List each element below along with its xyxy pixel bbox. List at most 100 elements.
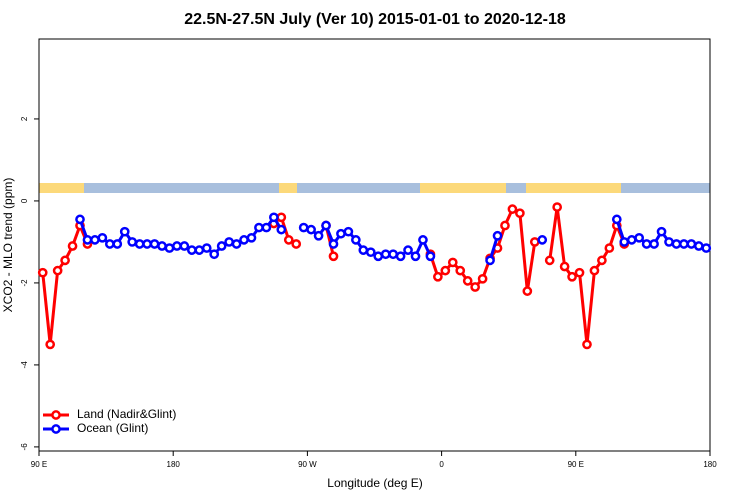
series-point xyxy=(604,243,615,253)
series-point xyxy=(254,222,264,233)
legend: Land (Nadir&Glint)Ocean (Glint) xyxy=(43,407,176,435)
series-point xyxy=(641,239,652,249)
series-point xyxy=(365,247,376,258)
series-point xyxy=(395,251,406,262)
series-point xyxy=(492,230,503,241)
series-point xyxy=(37,267,48,278)
series-point xyxy=(455,265,466,276)
series-point xyxy=(522,286,533,296)
series-point xyxy=(544,255,555,266)
series-point xyxy=(582,339,592,350)
series-point xyxy=(246,232,257,243)
legend-label: Land (Nadir&Glint) xyxy=(77,407,176,421)
series-point xyxy=(97,232,108,243)
series-point xyxy=(306,224,316,235)
series-point xyxy=(276,224,287,235)
y-tick-label: 0 xyxy=(20,198,29,203)
series-point xyxy=(60,255,70,266)
chart-title: 22.5N-27.5N July (Ver 10) 2015-01-01 to … xyxy=(184,11,566,28)
series-line xyxy=(41,221,89,345)
series-point xyxy=(410,251,421,262)
series-point xyxy=(321,220,331,231)
legend-marker xyxy=(51,410,61,420)
series-point xyxy=(418,235,428,245)
series-point xyxy=(283,235,294,245)
series-point xyxy=(477,273,488,284)
series-point xyxy=(500,220,510,231)
series-point xyxy=(634,232,645,243)
x-tick-label: 180 xyxy=(703,460,717,469)
series-point xyxy=(380,249,391,260)
series-point xyxy=(358,245,369,255)
series-point xyxy=(186,245,197,255)
series-point xyxy=(231,239,242,249)
series-point xyxy=(388,249,398,260)
series-point xyxy=(485,255,495,266)
series-point xyxy=(201,243,212,253)
series-point xyxy=(134,239,145,249)
series-point xyxy=(529,237,540,247)
series-point xyxy=(157,241,167,251)
x-tick-label: 180 xyxy=(167,460,181,469)
series-point xyxy=(142,239,152,249)
series-point xyxy=(425,251,436,262)
series-point xyxy=(328,239,339,249)
y-tick-label: -2 xyxy=(20,279,29,287)
series-point xyxy=(701,243,712,253)
series-point xyxy=(119,226,130,237)
y-tick-label: 2 xyxy=(20,116,29,121)
series-point xyxy=(239,235,249,245)
series-point xyxy=(626,235,637,245)
series-point xyxy=(343,226,354,237)
series-point xyxy=(619,237,630,247)
series-point xyxy=(90,235,100,245)
series-point xyxy=(127,237,138,247)
series-point xyxy=(224,237,234,247)
x-tick-label: 90 W xyxy=(298,460,317,469)
series-point xyxy=(611,214,622,225)
x-tick-label: 90 E xyxy=(568,460,584,469)
y-tick-label: -6 xyxy=(20,443,29,451)
x-tick-label: 0 xyxy=(439,460,444,469)
series-point xyxy=(261,222,272,233)
series-point xyxy=(656,226,667,237)
series-point xyxy=(403,245,413,255)
series-point xyxy=(313,230,324,241)
series-point xyxy=(269,212,279,223)
series-point xyxy=(686,239,697,249)
y-axis-label: XCO2 - MLO trend (ppm) xyxy=(1,178,15,313)
y-tick-label: -4 xyxy=(20,361,29,369)
series-point xyxy=(559,261,570,272)
series-point xyxy=(515,208,525,219)
series-point xyxy=(447,257,458,268)
series-point xyxy=(149,239,160,249)
series-point xyxy=(693,241,704,251)
series-point xyxy=(574,267,585,278)
legend-label: Ocean (Glint) xyxy=(77,421,148,435)
series-point xyxy=(649,239,659,249)
series-point xyxy=(298,222,309,233)
series-point xyxy=(507,204,518,214)
series-point xyxy=(552,202,563,212)
series-point xyxy=(537,235,548,245)
series-point xyxy=(45,339,56,350)
series-point xyxy=(112,239,123,249)
series-point xyxy=(67,241,78,251)
series-point xyxy=(209,249,220,260)
series-point xyxy=(440,265,451,276)
surface-strip xyxy=(39,183,710,193)
series-point xyxy=(679,239,689,249)
series-point xyxy=(373,251,384,262)
series-point xyxy=(52,265,63,276)
series-point xyxy=(291,239,302,249)
series-point xyxy=(194,245,205,255)
series-point xyxy=(671,239,682,249)
series-point xyxy=(276,212,287,223)
legend-marker xyxy=(51,424,61,434)
series-point xyxy=(328,251,339,262)
series-point xyxy=(664,237,674,247)
series-point xyxy=(336,228,346,239)
series-point xyxy=(82,235,93,245)
series-point xyxy=(597,255,607,266)
